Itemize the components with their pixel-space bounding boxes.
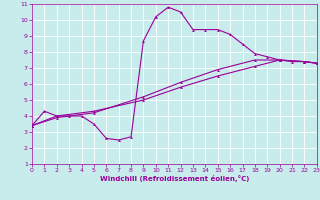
X-axis label: Windchill (Refroidissement éolien,°C): Windchill (Refroidissement éolien,°C) [100,175,249,182]
